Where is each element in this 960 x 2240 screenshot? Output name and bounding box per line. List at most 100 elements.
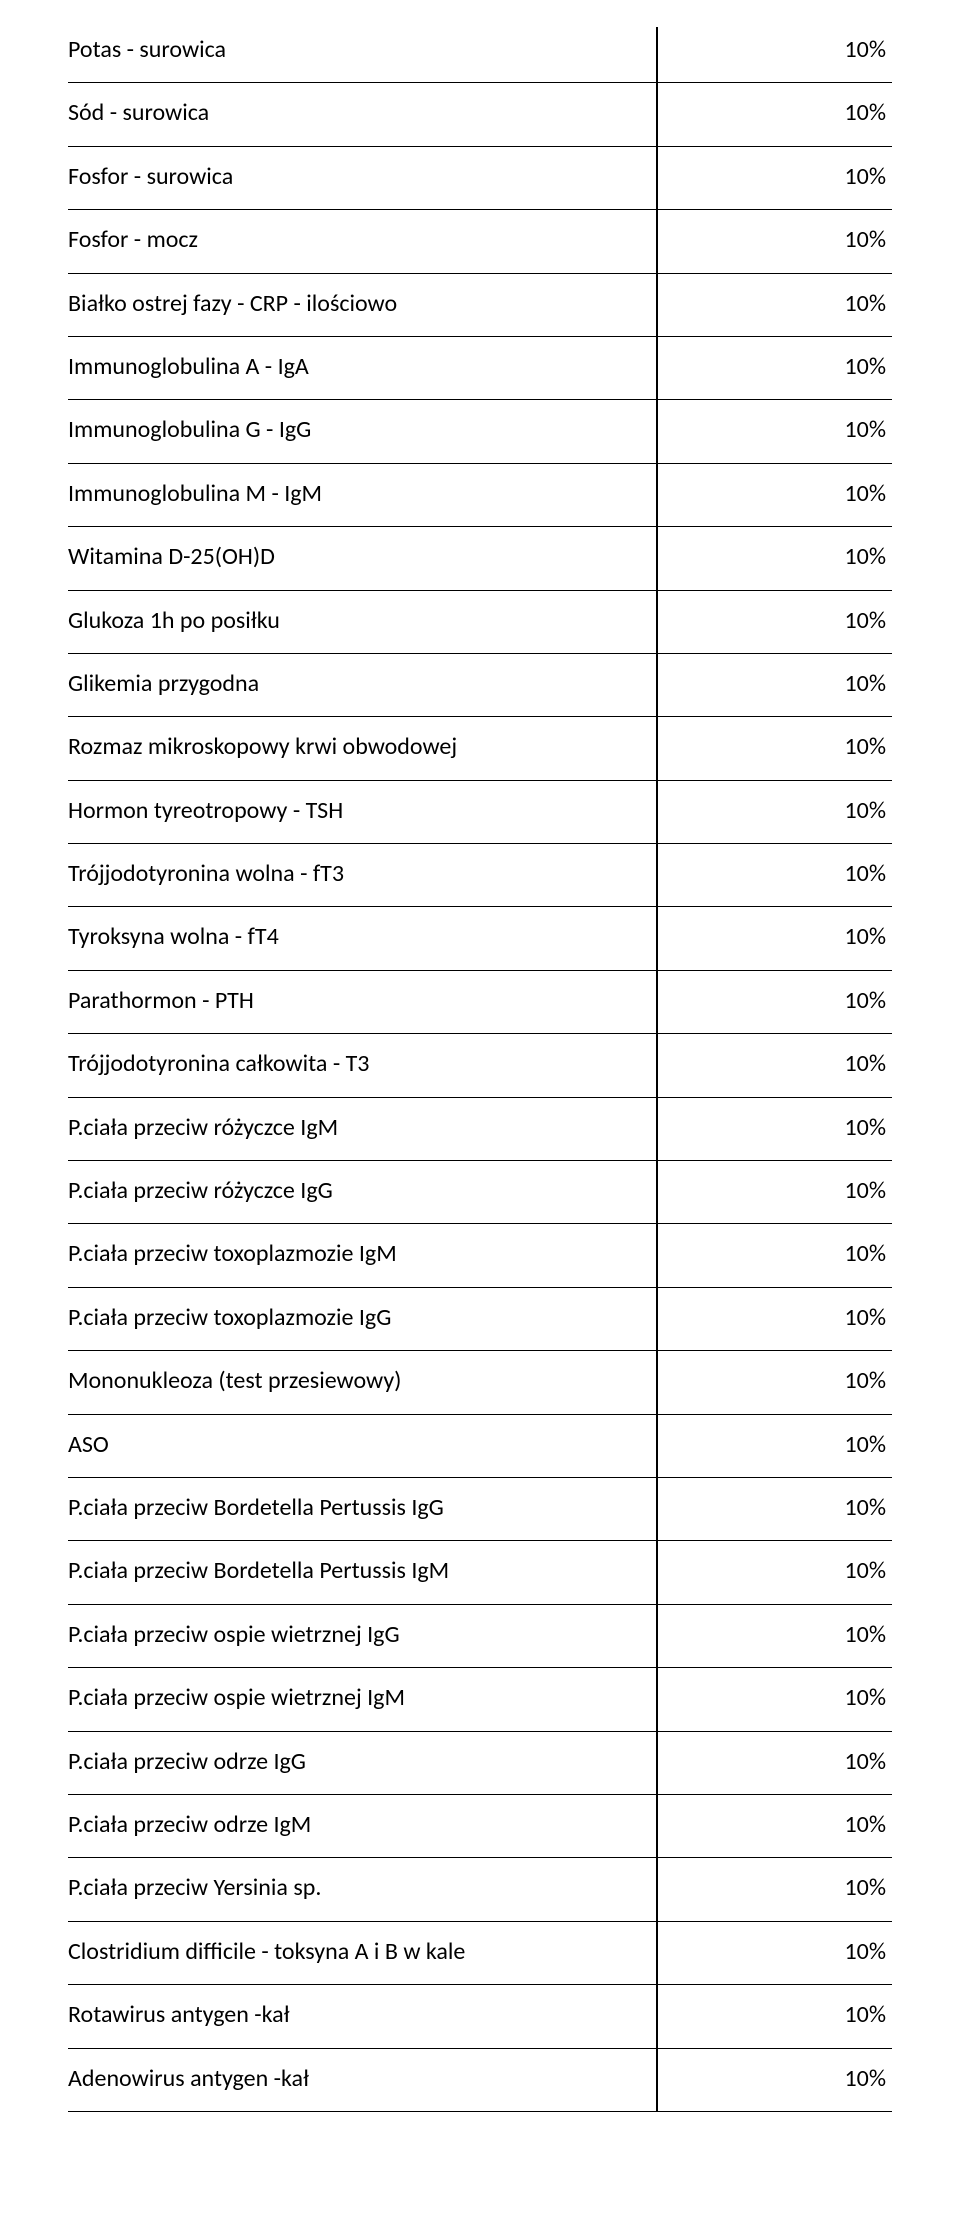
table-row: Immunoglobulina G - IgG10% bbox=[68, 399, 892, 462]
table-row: P.ciała przeciw ospie wietrznej IgM10% bbox=[68, 1667, 892, 1730]
row-label: Fosfor - mocz bbox=[68, 224, 822, 256]
table-row: Fosfor - mocz10% bbox=[68, 209, 892, 272]
row-value: 10% bbox=[822, 288, 892, 320]
row-label: Parathormon - PTH bbox=[68, 985, 822, 1017]
table-row: Trójjodotyronina całkowita - T310% bbox=[68, 1033, 892, 1096]
table-row: P.ciała przeciw odrze IgG10% bbox=[68, 1731, 892, 1794]
table-row: P.ciała przeciw toxoplazmozie IgG10% bbox=[68, 1287, 892, 1350]
table-row: Immunoglobulina A - IgA10% bbox=[68, 336, 892, 399]
table-row: P.ciała przeciw Bordetella Pertussis IgG… bbox=[68, 1477, 892, 1540]
table-row: Clostridium difficile - toksyna A i B w … bbox=[68, 1921, 892, 1984]
row-value: 10% bbox=[822, 1175, 892, 1207]
row-value: 10% bbox=[822, 1809, 892, 1841]
table-row: P.ciała przeciw odrze IgM10% bbox=[68, 1794, 892, 1857]
table-row: P.ciała przeciw toxoplazmozie IgM10% bbox=[68, 1223, 892, 1286]
row-value: 10% bbox=[822, 921, 892, 953]
row-label: Sód - surowica bbox=[68, 97, 822, 129]
row-value: 10% bbox=[822, 795, 892, 827]
row-label: Fosfor - surowica bbox=[68, 161, 822, 193]
row-label: Rotawirus antygen -kał bbox=[68, 1999, 822, 2031]
row-value: 10% bbox=[822, 985, 892, 1017]
table-row: P.ciała przeciw Bordetella Pertussis IgM… bbox=[68, 1540, 892, 1603]
table-row: Mononukleoza (test przesiewowy)10% bbox=[68, 1350, 892, 1413]
row-value: 10% bbox=[822, 97, 892, 129]
row-label: Immunoglobulina M - IgM bbox=[68, 478, 822, 510]
row-value: 10% bbox=[822, 161, 892, 193]
table-row: P.ciała przeciw Yersinia sp.10% bbox=[68, 1857, 892, 1920]
row-value: 10% bbox=[822, 541, 892, 573]
row-value: 10% bbox=[822, 1048, 892, 1080]
row-label: Mononukleoza (test przesiewowy) bbox=[68, 1365, 822, 1397]
row-value: 10% bbox=[822, 1872, 892, 1904]
row-value: 10% bbox=[822, 1112, 892, 1144]
row-label: P.ciała przeciw różyczce IgM bbox=[68, 1112, 822, 1144]
row-value: 10% bbox=[822, 1492, 892, 1524]
row-label: Hormon tyreotropowy - TSH bbox=[68, 795, 822, 827]
row-label: Glikemia przygodna bbox=[68, 668, 822, 700]
row-value: 10% bbox=[822, 1302, 892, 1334]
row-label: Clostridium difficile - toksyna A i B w … bbox=[68, 1936, 822, 1968]
table-row: ASO10% bbox=[68, 1414, 892, 1477]
table-row: Adenowirus antygen -kał10% bbox=[68, 2048, 892, 2112]
row-label: Potas - surowica bbox=[68, 34, 822, 66]
row-value: 10% bbox=[822, 1555, 892, 1587]
row-label: P.ciała przeciw odrze IgM bbox=[68, 1809, 822, 1841]
row-value: 10% bbox=[822, 858, 892, 890]
table-row: Sód - surowica10% bbox=[68, 82, 892, 145]
table-row: Parathormon - PTH10% bbox=[68, 970, 892, 1033]
row-label: Białko ostrej fazy - CRP - ilościowo bbox=[68, 288, 822, 320]
row-label: Witamina D-25(OH)D bbox=[68, 541, 822, 573]
table-row: Tyroksyna wolna - fT410% bbox=[68, 906, 892, 969]
row-value: 10% bbox=[822, 478, 892, 510]
row-value: 10% bbox=[822, 605, 892, 637]
table-row: Witamina D-25(OH)D10% bbox=[68, 526, 892, 589]
row-label: Rozmaz mikroskopowy krwi obwodowej bbox=[68, 731, 822, 763]
table-row: Rozmaz mikroskopowy krwi obwodowej10% bbox=[68, 716, 892, 779]
row-label: P.ciała przeciw ospie wietrznej IgG bbox=[68, 1619, 822, 1651]
row-label: Adenowirus antygen -kał bbox=[68, 2063, 822, 2095]
row-label: P.ciała przeciw Bordetella Pertussis IgM bbox=[68, 1555, 822, 1587]
row-value: 10% bbox=[822, 668, 892, 700]
table-row: P.ciała przeciw różyczce IgG10% bbox=[68, 1160, 892, 1223]
row-value: 10% bbox=[822, 1619, 892, 1651]
table-row: Trójjodotyronina wolna - fT310% bbox=[68, 843, 892, 906]
row-value: 10% bbox=[822, 1999, 892, 2031]
row-value: 10% bbox=[822, 1936, 892, 1968]
row-value: 10% bbox=[822, 1429, 892, 1461]
table-row: Glukoza 1h po posiłku10% bbox=[68, 590, 892, 653]
row-label: P.ciała przeciw toxoplazmozie IgM bbox=[68, 1238, 822, 1270]
row-value: 10% bbox=[822, 1365, 892, 1397]
table-row: P.ciała przeciw ospie wietrznej IgG10% bbox=[68, 1604, 892, 1667]
row-value: 10% bbox=[822, 731, 892, 763]
row-value: 10% bbox=[822, 1238, 892, 1270]
row-label: Trójjodotyronina wolna - fT3 bbox=[68, 858, 822, 890]
table-row: Rotawirus antygen -kał10% bbox=[68, 1984, 892, 2047]
row-value: 10% bbox=[822, 1682, 892, 1714]
table-row: Białko ostrej fazy - CRP - ilościowo10% bbox=[68, 273, 892, 336]
table-row: Hormon tyreotropowy - TSH10% bbox=[68, 780, 892, 843]
row-label: ASO bbox=[68, 1429, 822, 1461]
row-label: Tyroksyna wolna - fT4 bbox=[68, 921, 822, 953]
row-label: P.ciała przeciw odrze IgG bbox=[68, 1746, 822, 1778]
row-label: P.ciała przeciw toxoplazmozie IgG bbox=[68, 1302, 822, 1334]
table-row: Glikemia przygodna10% bbox=[68, 653, 892, 716]
row-label: P.ciała przeciw Yersinia sp. bbox=[68, 1872, 822, 1904]
row-value: 10% bbox=[822, 414, 892, 446]
row-label: P.ciała przeciw Bordetella Pertussis IgG bbox=[68, 1492, 822, 1524]
row-label: Immunoglobulina G - IgG bbox=[68, 414, 822, 446]
row-value: 10% bbox=[822, 2063, 892, 2095]
row-label: Trójjodotyronina całkowita - T3 bbox=[68, 1048, 822, 1080]
price-table: Potas - surowica10%Sód - surowica10%Fosf… bbox=[0, 0, 960, 2140]
row-value: 10% bbox=[822, 1746, 892, 1778]
row-label: Immunoglobulina A - IgA bbox=[68, 351, 822, 383]
table-row: Fosfor - surowica10% bbox=[68, 146, 892, 209]
table-row: Immunoglobulina M - IgM10% bbox=[68, 463, 892, 526]
table-row: P.ciała przeciw różyczce IgM10% bbox=[68, 1097, 892, 1160]
row-label: Glukoza 1h po posiłku bbox=[68, 605, 822, 637]
row-value: 10% bbox=[822, 351, 892, 383]
row-value: 10% bbox=[822, 224, 892, 256]
row-label: P.ciała przeciw różyczce IgG bbox=[68, 1175, 822, 1207]
table-row: Potas - surowica10% bbox=[68, 28, 892, 82]
row-value: 10% bbox=[822, 34, 892, 66]
row-label: P.ciała przeciw ospie wietrznej IgM bbox=[68, 1682, 822, 1714]
